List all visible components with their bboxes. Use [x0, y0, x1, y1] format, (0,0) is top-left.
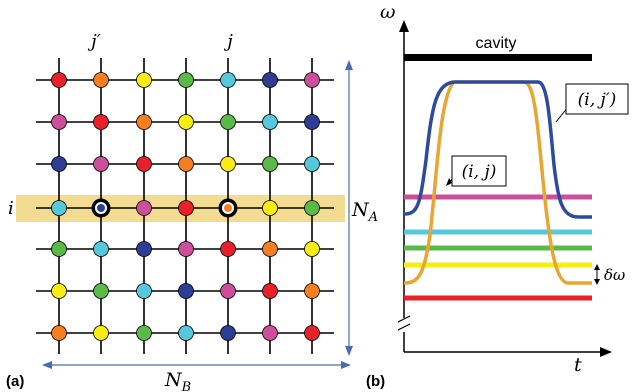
lattice-node [136, 72, 152, 88]
lattice-node [262, 72, 278, 88]
qubit-level-line [404, 262, 592, 268]
axes [397, 20, 612, 357]
delta-omega-label: δω [604, 266, 625, 284]
lattice-nodes [51, 72, 320, 341]
panel-b-tag: (b) [366, 373, 385, 390]
lattice-node [51, 72, 67, 88]
lattice-node [136, 200, 152, 216]
lattice-node [304, 156, 320, 172]
label-ij-prime: (i, j′) [578, 90, 617, 110]
curve-ij-prime [403, 80, 592, 219]
lattice-node [220, 241, 236, 257]
lattice-node [304, 114, 320, 130]
lattice-node [178, 325, 194, 341]
y-axis-label: ω [380, 1, 396, 23]
label-box-ij: (i, j) [446, 155, 507, 187]
dimension-label-na: NA [351, 199, 378, 225]
dimension-label-nb: NB [164, 369, 191, 392]
lattice-node [262, 114, 278, 130]
lattice-node [178, 114, 194, 130]
lattice-node [51, 156, 67, 172]
lattice-node [262, 200, 278, 216]
lattice-node [136, 156, 152, 172]
col-label-j: j [223, 31, 233, 52]
delta-omega-marker [594, 264, 600, 285]
lattice-node [93, 72, 109, 88]
lattice-node [93, 283, 109, 299]
lattice-node [178, 200, 194, 216]
selected-node [97, 204, 105, 212]
lattice-node [178, 241, 194, 257]
selected-node [224, 204, 232, 212]
lattice-node [262, 241, 278, 257]
col-label-jprime: j′ [87, 31, 101, 52]
lattice-node [304, 283, 320, 299]
lattice-node [51, 114, 67, 130]
row-label-i: i [8, 198, 14, 219]
lattice-node [93, 156, 109, 172]
lattice-node [51, 200, 67, 216]
qubit-levels [404, 194, 592, 301]
lattice-node [304, 241, 320, 257]
lattice-node [220, 283, 236, 299]
lattice-node [304, 325, 320, 341]
lattice-node [220, 325, 236, 341]
lattice-node [93, 241, 109, 257]
lattice-node [178, 283, 194, 299]
x-axis-label: t [574, 354, 582, 376]
qubit-level-line [404, 194, 592, 200]
lattice-node [220, 114, 236, 130]
lattice-node [136, 241, 152, 257]
dimension-arrow-horizontal [42, 361, 351, 369]
label-ij: (i, j) [462, 162, 497, 182]
lattice-node [93, 325, 109, 341]
lattice-node [51, 283, 67, 299]
label-box-ijprime: (i, j′) [555, 83, 629, 123]
lattice-node [220, 72, 236, 88]
lattice-node [178, 156, 194, 172]
lattice-node [262, 283, 278, 299]
panel-b: ω t cavity δω (i, j) (i, j′) (b) [366, 1, 629, 390]
lattice-node [262, 156, 278, 172]
qubit-level-line [404, 229, 592, 235]
dimension-arrow-vertical [345, 60, 353, 356]
panel-a-tag: (a) [6, 373, 24, 390]
lattice-node [93, 114, 109, 130]
lattice-node [262, 325, 278, 341]
lattice-node [51, 241, 67, 257]
cavity-line [404, 54, 592, 61]
lattice-node [136, 325, 152, 341]
qubit-level-line [404, 295, 592, 301]
qubit-level-line [404, 245, 592, 251]
lattice-node [304, 200, 320, 216]
lattice-node [51, 325, 67, 341]
cavity-label: cavity [476, 35, 517, 52]
panel-a: j′ j i NA NB (a) [6, 31, 378, 392]
lattice-node [178, 72, 194, 88]
lattice-node [136, 114, 152, 130]
lattice-node [136, 283, 152, 299]
lattice-node [220, 156, 236, 172]
lattice-node [304, 72, 320, 88]
